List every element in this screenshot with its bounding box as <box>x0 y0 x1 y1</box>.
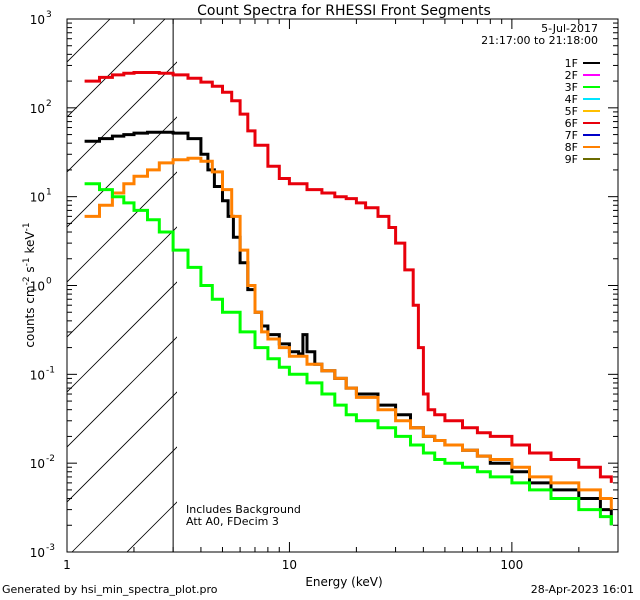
footer-generated: Generated by hsi_min_spectra_plot.pro <box>2 583 218 596</box>
legend-label: 3F <box>565 81 578 94</box>
footer-timestamp: 28-Apr-2023 16:01 <box>531 583 634 596</box>
x-tick-label: 100 <box>500 558 523 572</box>
y-tick-exponent: -1 <box>46 365 55 375</box>
legend-label: 5F <box>565 105 578 118</box>
x-axis-label: Energy (keV) <box>305 575 382 589</box>
y-tick-label: 10 <box>30 368 45 382</box>
chart-title: Count Spectra for RHESSI Front Segments <box>197 3 491 19</box>
legend-label: 7F <box>565 129 578 142</box>
y-tick-exponent: 1 <box>46 188 52 198</box>
y-tick-label: 10 <box>30 191 45 205</box>
series-line-3F <box>84 182 613 526</box>
hatch-line <box>0 0 142 552</box>
hatch-line <box>67 226 177 338</box>
annotation-attenuator: Att A0, FDecim 3 <box>186 515 279 528</box>
hatch-line <box>67 116 177 228</box>
hatch-line <box>71 446 177 552</box>
plot-frame <box>66 18 619 553</box>
series-line-1F <box>84 130 613 526</box>
y-tick-label: 10 <box>30 280 45 294</box>
y-tick-exponent: 3 <box>46 10 52 20</box>
legend-label: 8F <box>565 141 578 154</box>
y-tick-exponent: 0 <box>46 277 52 287</box>
hatch-line <box>237 0 640 552</box>
hatch-line <box>67 19 166 118</box>
hatched-region <box>0 0 640 552</box>
y-tick-label: 10 <box>30 13 45 27</box>
y-tick-exponent: -2 <box>46 454 55 464</box>
time-range-label: 21:17:00 to 21:18:00 <box>481 34 598 47</box>
legend-label: 6F <box>565 117 578 130</box>
series-line-8F <box>84 156 613 510</box>
series-layer <box>84 71 613 526</box>
hatch-line <box>67 336 177 448</box>
date-label: 5-Jul-2017 <box>541 22 598 35</box>
legend-label: 9F <box>565 153 578 166</box>
legend-label: 2F <box>565 69 578 82</box>
legend-label: 1F <box>565 57 578 70</box>
series-line-6F <box>84 71 613 483</box>
hatch-line <box>67 19 111 63</box>
hatch-line <box>67 171 177 283</box>
legend-label: 4F <box>565 93 578 106</box>
y-axis-label: counts cm-2 s-1 keV-1 <box>22 222 37 347</box>
y-tick-label: 10 <box>30 102 45 116</box>
annotation-background: Includes Background <box>186 503 301 516</box>
hatch-line <box>67 391 177 503</box>
y-tick-exponent: -3 <box>46 543 55 553</box>
y-tick-exponent: 2 <box>46 99 52 109</box>
y-tick-label: 10 <box>30 457 45 471</box>
hatch-line <box>67 281 177 393</box>
x-tick-label: 10 <box>282 558 297 572</box>
y-tick-label: 10 <box>30 546 45 560</box>
x-tick-label: 1 <box>63 558 71 572</box>
